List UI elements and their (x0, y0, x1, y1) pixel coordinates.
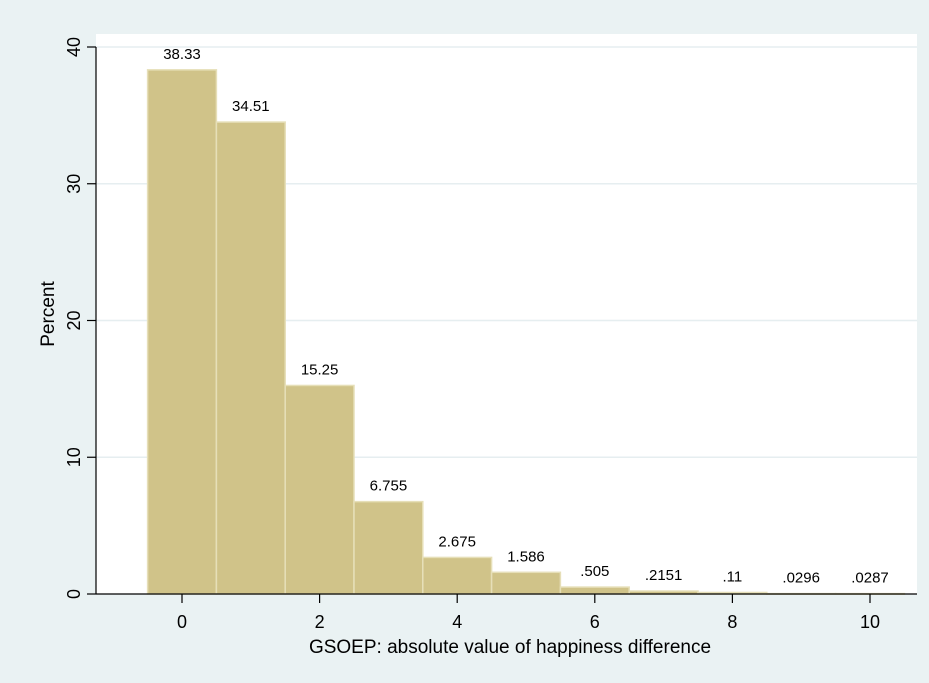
bar-labels: 38.33 34.51 15.25 6.755 2.675 1.586 .505 .2151.… (163, 46, 889, 587)
y-axis-title: Percent (38, 281, 59, 347)
bar-value-label: .0296 (782, 570, 820, 587)
y-tick-label: 30 (64, 174, 84, 194)
x-axis-ticks: 0 2 4 6 8 10 (177, 594, 880, 632)
bar-value-label: 15.25 (301, 361, 339, 378)
x-tick-label: 6 (590, 612, 600, 632)
bar-value-label: .2151 (645, 567, 683, 584)
bar-value-label: .11 (723, 568, 743, 585)
bar-value-label: 2.675 (438, 533, 476, 550)
x-tick-label: 2 (315, 612, 325, 632)
bar-value-label: 38.33 (163, 46, 201, 63)
x-axis-title: GSOEP: absolute value of happiness diffe… (309, 637, 711, 658)
bar-1 (215, 121, 286, 595)
bar-6 (559, 586, 630, 595)
bar-2 (284, 384, 355, 595)
bar-value-label: 1.586 (507, 548, 545, 565)
y-tick-label: 10 (64, 447, 84, 467)
x-tick-label: 8 (727, 612, 737, 632)
bar-value-label: .0287 (851, 570, 889, 587)
bar-0 (146, 69, 218, 595)
bar-value-label: .505 (580, 563, 609, 580)
x-tick-label: 4 (452, 612, 462, 632)
bar-value-label: 6.755 (370, 478, 408, 495)
bar-3 (353, 500, 424, 595)
y-axis-ticks: 0 10 20 30 40 (64, 37, 96, 599)
bar-4 (422, 556, 493, 595)
y-tick-label: 20 (64, 310, 84, 330)
x-tick-label: 10 (860, 612, 880, 632)
x-tick-label: 0 (177, 612, 187, 632)
bar-5 (490, 571, 562, 595)
y-tick-label: 0 (64, 589, 84, 599)
y-tick-label: 40 (64, 37, 84, 57)
bar-value-label: 34.51 (232, 98, 270, 115)
